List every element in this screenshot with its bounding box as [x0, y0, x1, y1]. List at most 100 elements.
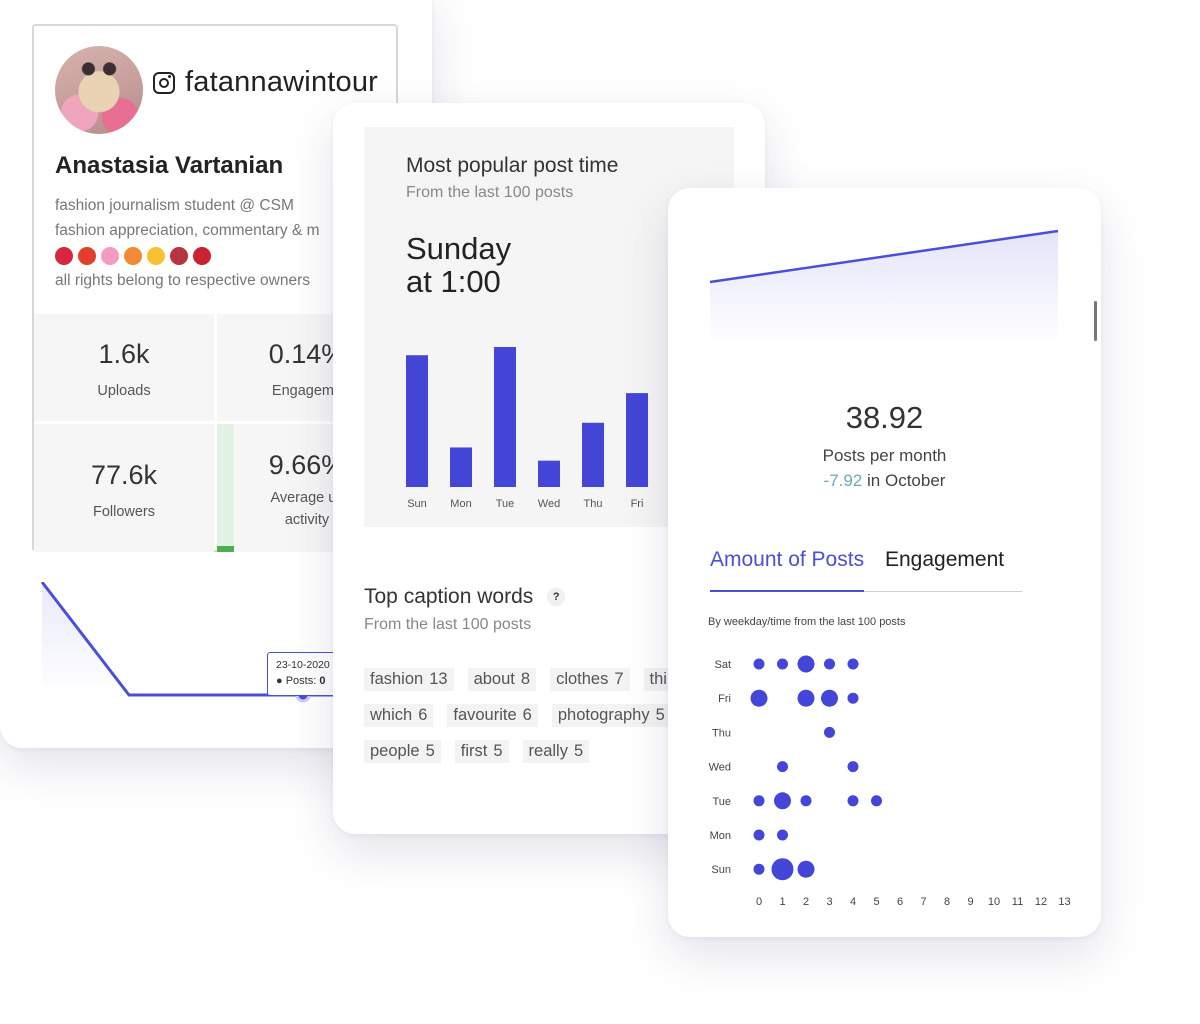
word-tag[interactable]: really 5: [522, 740, 590, 763]
dot: [847, 761, 859, 773]
bar: [582, 422, 604, 487]
word-tag[interactable]: fashion 13: [364, 668, 454, 691]
scrollbar[interactable]: [1094, 301, 1097, 341]
dot: [871, 795, 882, 807]
x-tick-label: 3: [826, 896, 832, 908]
chart-tabs: Amount of Posts Engagement: [710, 548, 1022, 592]
bio-emoji-line: [55, 243, 400, 268]
emoji-icon: [170, 246, 188, 265]
dot: [753, 795, 765, 807]
instagram-icon: [153, 71, 175, 94]
x-tick-label: 4: [850, 896, 856, 908]
stat-label: Uploads: [97, 383, 151, 399]
stat-label: Engageme: [271, 383, 343, 399]
tag-word: thi: [649, 670, 667, 688]
caption-word-tags: fashion 13 about 8 clothes 7 thi which 6 fav…: [364, 668, 765, 776]
best-time: at 1:00: [406, 264, 501, 299]
word-tag[interactable]: people 5: [364, 740, 441, 763]
stat-value: 1.6k: [98, 339, 150, 369]
posts-per-month-label: Posts per month: [822, 446, 947, 465]
bar: [494, 347, 516, 487]
tag-count: 5: [493, 742, 503, 760]
dot: [753, 863, 765, 875]
help-icon[interactable]: ?: [547, 588, 566, 606]
x-tick-label: Sun: [407, 498, 427, 510]
dot: [777, 761, 788, 773]
y-tick-label: Wed: [709, 762, 731, 774]
tooltip-date: 23-10-2020: [276, 659, 330, 671]
posts-trend-chart: [709, 229, 1059, 344]
word-tag[interactable]: about 8: [467, 668, 537, 691]
tag-count: 5: [425, 742, 435, 760]
tag-count: 8: [520, 670, 531, 688]
dot: [777, 658, 788, 670]
tag-row: fashion 13 about 8 clothes 7 thi: [364, 668, 765, 691]
tag-word: people: [370, 742, 420, 760]
avatar[interactable]: [55, 46, 143, 134]
word-tag[interactable]: thi: [643, 668, 673, 691]
stat-label: Followers: [92, 504, 156, 520]
emoji-icon: [101, 246, 119, 265]
activity-progress-bar: [217, 424, 234, 552]
area-fill: [42, 582, 432, 695]
x-tick-label: 1: [779, 896, 785, 908]
best-day: Sunday: [406, 231, 512, 266]
x-tick-label: 9: [967, 896, 973, 908]
instagram-handle-row[interactable]: fatannawintour: [153, 66, 378, 99]
best-post-time: Sunday at 1:00: [406, 232, 511, 298]
x-tick-label: 7: [920, 896, 926, 908]
dot: [797, 689, 815, 707]
y-tick-label: Thu: [712, 727, 731, 739]
delta-suffix: in October: [862, 471, 946, 490]
tag-row: which 6 favourite 6 photography 5: [364, 704, 765, 727]
dot: [750, 689, 768, 707]
profile-bio: fashion journalism student @ CSM fashion…: [55, 193, 400, 293]
tag-row: people 5 first 5 really 5: [364, 740, 765, 763]
word-tag[interactable]: favourite 6: [447, 704, 538, 727]
tooltip-value-row: ● Posts: 0: [276, 675, 326, 687]
post-time-title: Most popular post time: [406, 154, 619, 177]
tooltip-label: Posts:: [285, 675, 317, 687]
word-tag[interactable]: photography 5: [551, 704, 671, 727]
dot: [847, 692, 859, 704]
posts-per-month-value: 38.92: [845, 400, 924, 435]
tag-count: 6: [522, 706, 532, 724]
tag-count: 13: [429, 670, 448, 688]
x-tick-label: 13: [1058, 896, 1070, 908]
post-time-subtitle: From the last 100 posts: [406, 184, 574, 201]
dot: [797, 655, 815, 673]
monthly-change: -7.92 in October: [668, 471, 1101, 491]
word-tag[interactable]: which 6: [364, 704, 434, 727]
tag-count: 5: [573, 742, 584, 760]
tag-word: fashion: [370, 670, 424, 688]
caption-words-header: Top caption words ?: [364, 585, 566, 609]
chart-tooltip: 23-10-2020 ● Posts: 0: [267, 652, 341, 696]
y-tick-label: Fri: [718, 693, 731, 705]
tag-count: 5: [655, 706, 665, 724]
y-tick-label: Tue: [712, 796, 731, 808]
word-tag[interactable]: first 5: [454, 740, 509, 763]
word-tag[interactable]: clothes 7: [550, 668, 630, 691]
tab-amount-of-posts[interactable]: Amount of Posts: [710, 548, 865, 592]
tag-word: favourite: [453, 706, 517, 724]
tab-engagement[interactable]: Engagement: [885, 548, 1005, 571]
bio-line: all rights belong to respective owners: [55, 272, 311, 289]
stat-value: 9.66%: [268, 450, 346, 480]
x-tick-label: 0: [756, 896, 762, 908]
x-tick-label: 5: [873, 896, 879, 908]
emoji-icon: [193, 246, 211, 265]
y-tick-label: Sun: [711, 864, 731, 876]
bar: [450, 447, 472, 487]
instagram-handle[interactable]: fatannawintour: [185, 66, 379, 98]
dot: [753, 658, 765, 670]
tag-word: first: [460, 742, 488, 760]
dot: [797, 860, 815, 878]
post-time-bar-chart: Sun Mon Tue Wed Thu Fri: [406, 347, 648, 510]
delta-value: -7.92: [823, 471, 863, 490]
y-tick-label: Sat: [714, 659, 731, 671]
tag-word: about: [473, 670, 515, 688]
dot: [824, 726, 835, 738]
dot: [824, 658, 835, 670]
dot: [847, 658, 859, 670]
posts-per-month-card: 38.92 Posts per month -7.92 in October A…: [668, 188, 1101, 937]
